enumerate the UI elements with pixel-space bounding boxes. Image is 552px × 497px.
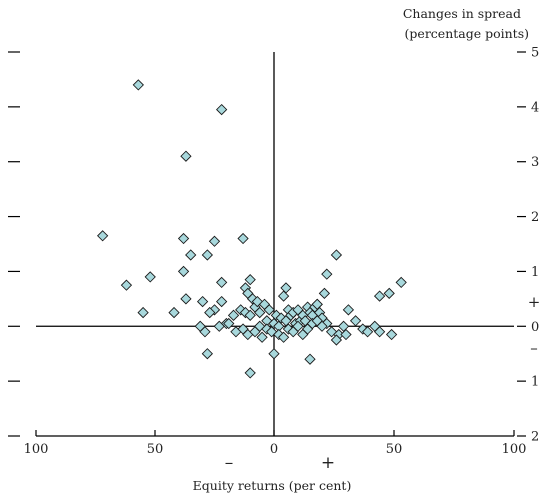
data-point (277, 290, 290, 302)
data-point (330, 249, 343, 261)
data-point (340, 328, 352, 341)
data-point (168, 306, 180, 319)
chart-title: Changes in spread (403, 6, 521, 21)
y-positive-sign: + (528, 293, 541, 311)
data-point (97, 230, 109, 242)
chart-subtitle: (percentage points) (405, 26, 529, 41)
x-tick-label: 100 (24, 442, 49, 457)
y-negative-sign: – (530, 339, 538, 357)
ticks: 100 50 0 50 100 2 1 0 1 2 3 4 5 (8, 46, 539, 457)
x-negative-sign: – (225, 453, 234, 473)
data-point (330, 334, 343, 346)
data-point (342, 304, 355, 316)
data-point (373, 290, 386, 302)
data-point (395, 276, 407, 289)
data-point (268, 348, 280, 360)
data-point (318, 287, 331, 300)
axes (36, 52, 514, 437)
data-point (383, 287, 395, 300)
data-point (349, 315, 362, 327)
data-point (196, 295, 209, 308)
x-tick-label: 50 (147, 442, 164, 457)
data-point (177, 232, 190, 245)
data-point (213, 320, 225, 332)
data-point (180, 293, 192, 305)
data-point (144, 271, 156, 283)
data-point (263, 304, 275, 316)
x-tick-label: 50 (386, 442, 403, 457)
y-tick-label: 4 (531, 100, 539, 115)
data-point (137, 306, 149, 319)
x-tick-label: 0 (270, 442, 278, 457)
data-point (120, 279, 133, 291)
data-point (385, 328, 398, 341)
data-point (373, 326, 386, 338)
data-point (337, 320, 350, 332)
data-point (292, 320, 304, 332)
data-point (223, 317, 235, 330)
y-tick-label: 2 (531, 210, 539, 225)
data-point (256, 331, 268, 343)
data-point (237, 232, 249, 245)
x-positive-sign: + (321, 453, 335, 473)
y-tick-label: 5 (531, 46, 539, 61)
data-point (216, 276, 228, 289)
data-point (304, 353, 316, 365)
y-tick-label: 2 (531, 430, 539, 445)
data-point (208, 235, 221, 247)
data-point (185, 249, 197, 261)
data-point (227, 309, 240, 321)
data-point (199, 326, 211, 338)
data-point (216, 295, 228, 308)
data-point (361, 326, 374, 338)
data-point (201, 348, 213, 360)
y-tick-label: 3 (531, 155, 539, 170)
y-tick-label: 0 (531, 320, 539, 335)
data-point (280, 282, 292, 294)
y-tick-label: 1 (531, 375, 539, 390)
data-point (244, 309, 256, 321)
data-point (316, 320, 328, 332)
data-point (132, 79, 144, 91)
x-tick-label: 100 (502, 442, 527, 457)
data-point (254, 306, 266, 319)
data-point (216, 103, 228, 116)
data-point (244, 274, 256, 286)
data-point (244, 367, 256, 379)
data-point (177, 265, 190, 278)
data-points (97, 79, 407, 379)
x-axis-label: Equity returns (per cent) (193, 478, 352, 493)
data-point (277, 331, 290, 343)
data-point (201, 249, 213, 261)
data-point (180, 150, 192, 162)
y-tick-label: 1 (531, 265, 539, 280)
data-point (321, 268, 333, 280)
data-point (204, 306, 216, 319)
